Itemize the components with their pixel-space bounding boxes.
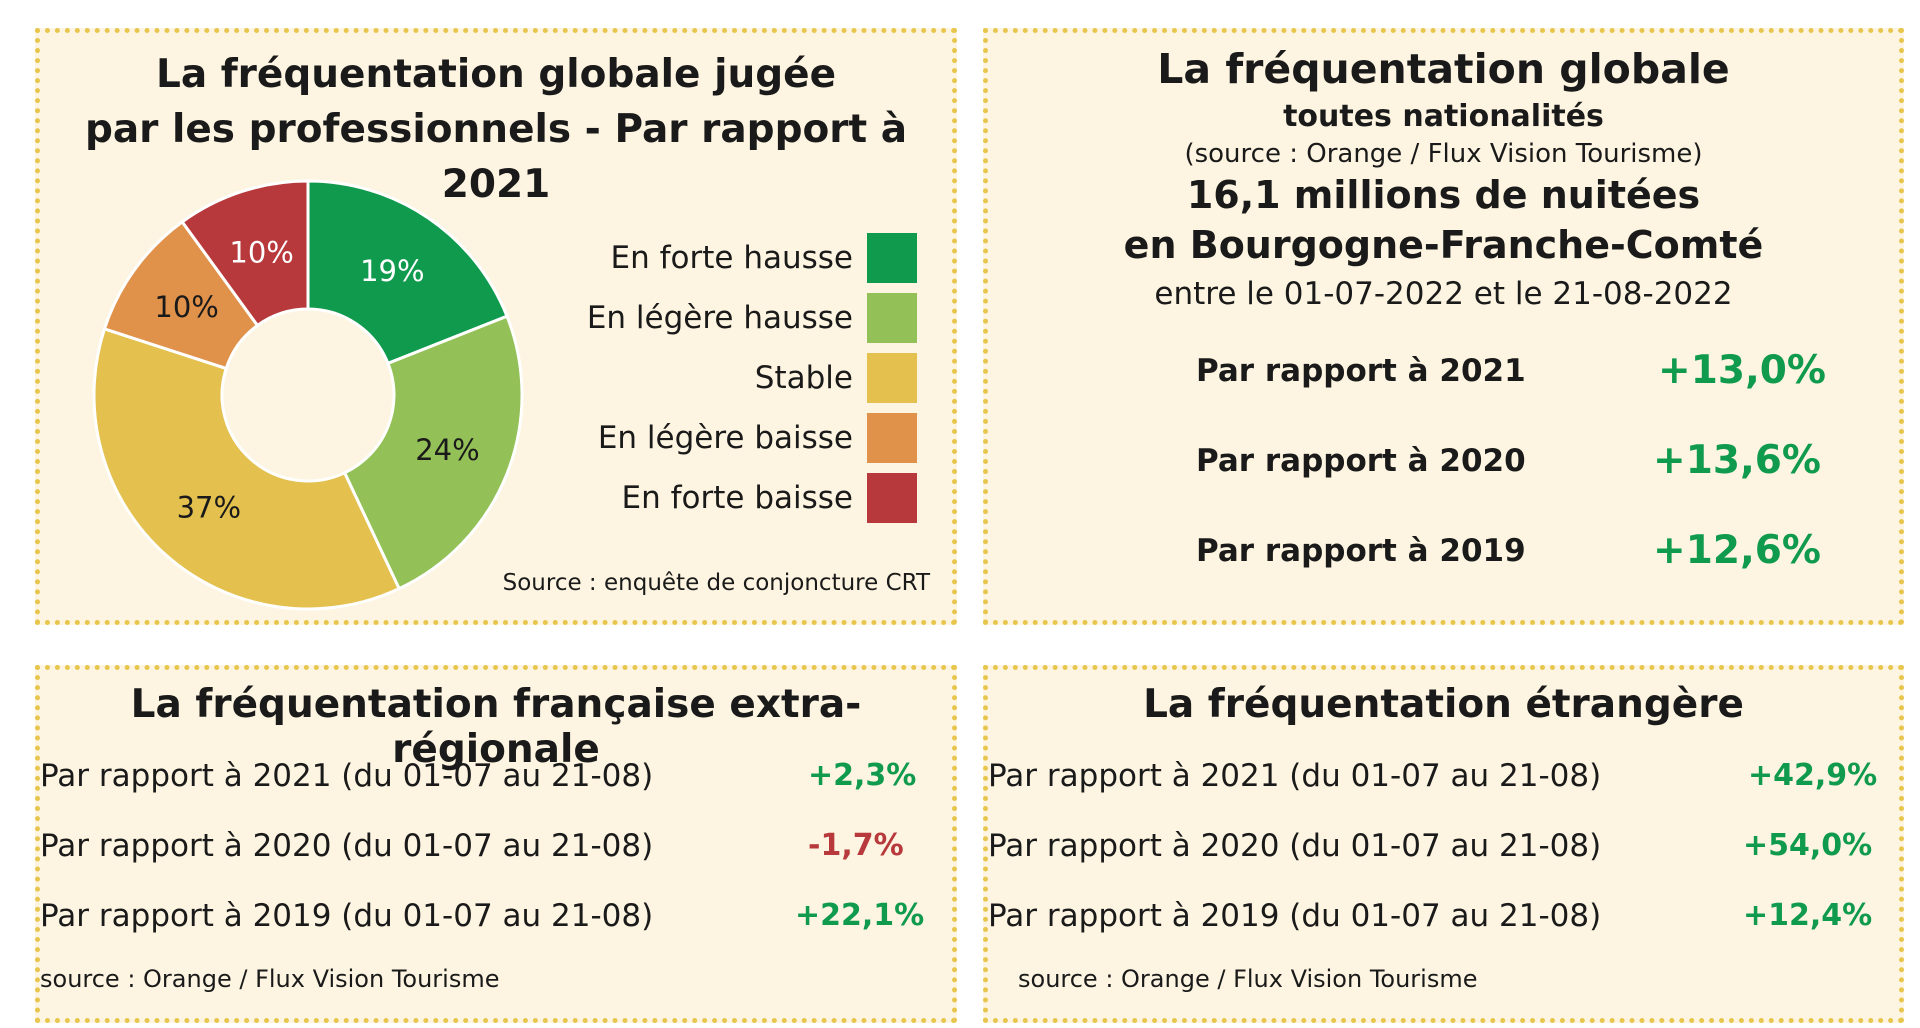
- legend-item: En forte baisse: [587, 468, 917, 528]
- donut-slice: [102, 219, 260, 371]
- donut-chart: 19% 24% 37% 10% 10%: [92, 179, 524, 611]
- legend-label: En forte baisse: [621, 480, 853, 516]
- global-subtitle: toutes nationalités: [1283, 99, 1604, 134]
- global-row-value: +13,6%: [1653, 438, 1821, 483]
- foreign-source: source : Orange / Flux Vision Tourisme: [1018, 965, 1478, 993]
- french-row-value: -1,7%: [808, 828, 904, 863]
- legend-swatch: [867, 473, 917, 523]
- french-source: source : Orange / Flux Vision Tourisme: [40, 965, 500, 993]
- donut-slice: [92, 326, 402, 611]
- panel-french-attendance: La fréquentation française extra-régiona…: [35, 665, 957, 1023]
- panel-global-attendance: La fréquentation globale toutes national…: [983, 28, 1904, 625]
- global-headline-line2: en Bourgogne-Franche-Comté: [1123, 223, 1764, 267]
- global-source: (source : Orange / Flux Vision Tourisme): [1184, 139, 1703, 169]
- slice-label: 10%: [229, 235, 293, 269]
- global-row-label: Par rapport à 2020: [1196, 442, 1526, 479]
- global-row-value: +13,0%: [1658, 348, 1826, 393]
- pie-legend: En forte hausse En légère hausse Stable En …: [587, 228, 917, 528]
- french-title: La fréquentation française extra-régiona…: [130, 682, 862, 772]
- foreign-row-value: +12,4%: [1743, 898, 1873, 933]
- foreign-row-label: Par rapport à 2021 (du 01-07 au 21-08): [988, 758, 1602, 794]
- french-row-label: Par rapport à 2021 (du 01-07 au 21-08): [40, 758, 654, 794]
- pie-title-line2: par les professionnels - Par rapport à 2…: [84, 107, 908, 207]
- foreign-row-label: Par rapport à 2019 (du 01-07 au 21-08): [988, 898, 1602, 934]
- legend-item: Stable: [587, 348, 917, 408]
- legend-item: En forte hausse: [587, 228, 917, 288]
- legend-label: En légère hausse: [586, 300, 853, 336]
- donut-slice: [180, 179, 310, 328]
- slice-label: 37%: [177, 491, 241, 525]
- legend-swatch: [867, 353, 917, 403]
- slice-label: 19%: [360, 254, 424, 288]
- legend-swatch: [867, 233, 917, 283]
- donut-slice: [306, 179, 509, 366]
- french-row-label: Par rapport à 2019 (du 01-07 au 21-08): [40, 898, 654, 934]
- foreign-row-label: Par rapport à 2020 (du 01-07 au 21-08): [988, 828, 1602, 864]
- legend-item: En légère baisse: [587, 408, 917, 468]
- slice-label: 24%: [415, 433, 479, 467]
- panel-professional-survey: La fréquentation globale jugée par les p…: [35, 28, 957, 625]
- legend-label: En légère baisse: [597, 420, 853, 456]
- global-row-label: Par rapport à 2019: [1196, 532, 1526, 569]
- global-row-value: +12,6%: [1653, 528, 1821, 573]
- foreign-row-value: +42,9%: [1748, 758, 1878, 793]
- panel-foreign-attendance: La fréquentation étrangère Par rapport à…: [983, 665, 1904, 1023]
- slice-label: 10%: [154, 290, 218, 324]
- french-row-label: Par rapport à 2020 (du 01-07 au 21-08): [40, 828, 654, 864]
- global-row-label: Par rapport à 2021: [1196, 352, 1526, 389]
- global-row-2019: Par rapport à 2019 +12,6%: [1196, 528, 1821, 573]
- legend-swatch: [867, 413, 917, 463]
- pie-source: Source : enquête de conjoncture CRT: [502, 570, 930, 596]
- donut-slice: [342, 314, 524, 591]
- legend-item: En légère hausse: [587, 288, 917, 348]
- global-title: La fréquentation globale: [1157, 45, 1730, 93]
- pie-title-line1: La fréquentation globale jugée: [155, 52, 837, 97]
- legend-label: En forte hausse: [610, 240, 853, 276]
- foreign-row-value: +54,0%: [1743, 828, 1873, 863]
- legend-label: Stable: [754, 360, 853, 396]
- pie-panel-title: La fréquentation globale jugée par les p…: [40, 47, 952, 212]
- global-headline-line1: 16,1 millions de nuitées: [1186, 173, 1701, 217]
- french-row-value: +22,1%: [795, 898, 925, 933]
- global-row-2020: Par rapport à 2020 +13,6%: [1196, 438, 1821, 483]
- global-period: entre le 01-07-2022 et le 21-08-2022: [1154, 276, 1733, 312]
- foreign-title: La fréquentation étrangère: [1143, 682, 1744, 727]
- global-row-2021: Par rapport à 2021 +13,0%: [1196, 348, 1826, 393]
- french-row-value: +2,3%: [808, 758, 917, 793]
- legend-swatch: [867, 293, 917, 343]
